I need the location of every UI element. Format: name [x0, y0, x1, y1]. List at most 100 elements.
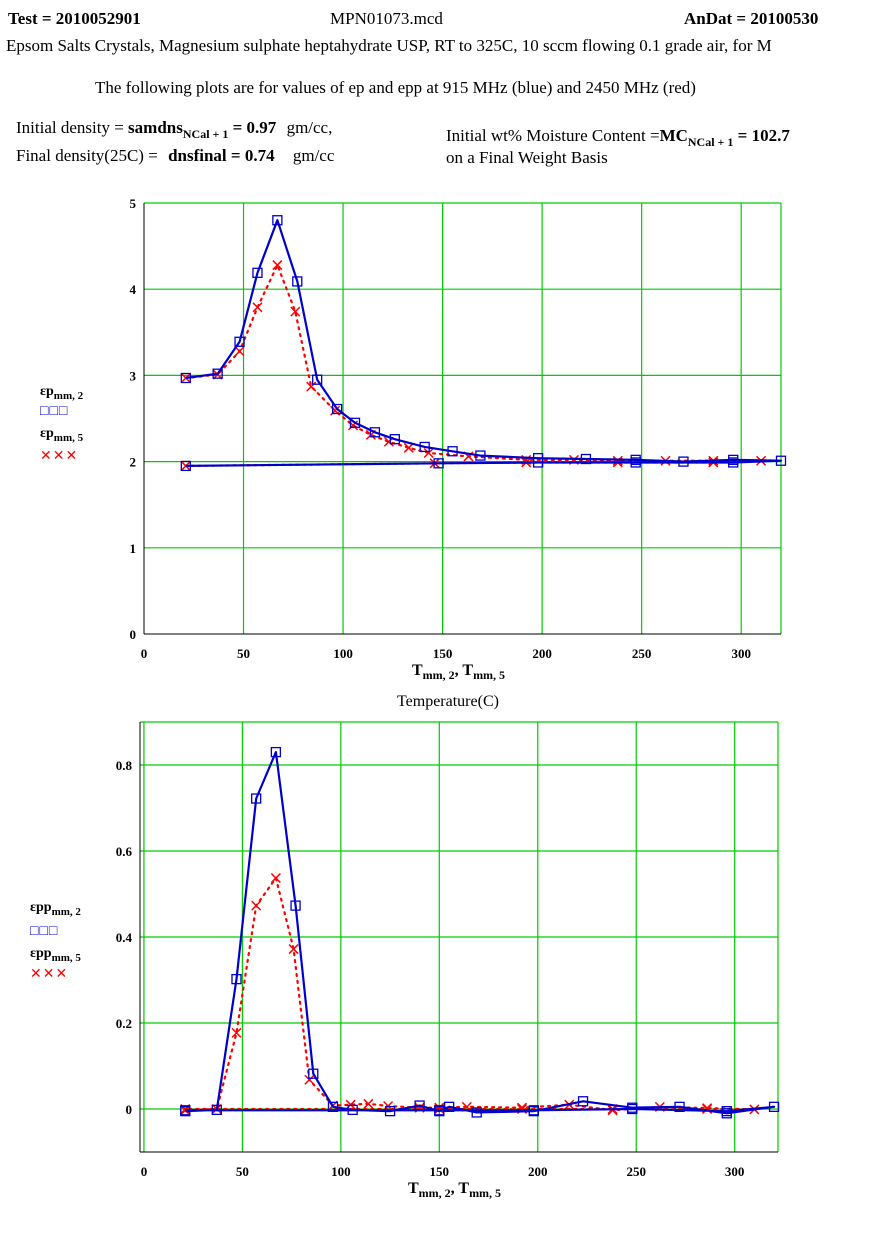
chart2-point-blue: [414, 1100, 425, 1111]
chart2-series-blue-line: [185, 750, 776, 1115]
chart2-point-blue: [251, 793, 262, 804]
legend1-label-main: εp: [40, 384, 54, 399]
chart2-xlabel: Tmm, 2, Tmm, 5: [408, 1180, 502, 1200]
chart1-point-blue: [419, 441, 430, 453]
chart2-point-blue: [434, 1105, 445, 1116]
chart2-point-blue: [444, 1101, 455, 1112]
chart2-ytick-label: 0: [126, 1102, 133, 1117]
final-density-var: dnsfinal: [168, 146, 227, 165]
moisture-value: = 102.7: [737, 126, 790, 145]
chart2-point-blue: [308, 1068, 319, 1079]
initial-density-label: Initial density =: [16, 118, 124, 137]
chart1-point-blue: [180, 460, 191, 472]
chart1-ytick-label: 4: [130, 282, 137, 297]
initial-density-unit: gm/cc,: [286, 118, 333, 137]
chart2-point-blue: [384, 1106, 396, 1117]
legend2-item-epp-2450: εppmm, 5: [30, 946, 81, 964]
chart1-point-red: [290, 306, 301, 317]
chart1-ytick-label: 5: [130, 196, 137, 211]
chart2-point-red: [251, 900, 262, 911]
chart2-xlabel-sub2: mm, 5: [469, 1186, 502, 1200]
chart1-point-blue: [369, 427, 381, 438]
chart1-point-blue: [212, 368, 223, 379]
chart1-point-blue: [475, 450, 486, 461]
chart2-point-blue: [577, 1096, 589, 1107]
chart1-point-red: [423, 447, 434, 459]
chart1-point-blue: [532, 457, 544, 468]
legend1-blue-marker: □□□: [40, 404, 69, 419]
chart1-xlabel: Tmm, 2, Tmm, 5: [412, 662, 506, 682]
chart1-ytick-label: 2: [130, 455, 137, 470]
chart2-xtick-label: 0: [141, 1164, 148, 1179]
chart2-point-red: [270, 873, 281, 884]
moisture-label: Initial wt% Moisture Content =: [446, 126, 660, 145]
legend1-label-main-2: εp: [40, 426, 54, 441]
chart1-point-blue: [678, 456, 689, 467]
chart2-point-red: [363, 1098, 374, 1109]
chart2-point-blue: [721, 1106, 732, 1117]
chart1-xlabel-caption: Temperature(C): [397, 693, 499, 710]
plots-note: The following plots are for values of ep…: [95, 78, 696, 97]
chart2-ytick-label: 0.8: [116, 758, 133, 773]
legend2-item-epp-915: εppmm, 2: [30, 900, 81, 918]
legend2-red-marker: ✕✕✕: [30, 967, 69, 982]
chart1-point-blue: [389, 434, 400, 445]
chart2-ytick-label: 0.2: [116, 1016, 132, 1031]
chart2-ytick-label: 0.6: [116, 844, 133, 859]
chart1-point-blue: [630, 457, 641, 468]
chart2-ytick-label: 0.4: [116, 930, 133, 945]
chart1-point-blue: [234, 336, 245, 347]
moisture-line: Initial wt% Moisture Content =MCNCal + 1…: [446, 126, 790, 149]
chart1-point-red: [234, 346, 245, 357]
chart1-point-blue: [252, 267, 263, 278]
chart2-xtick-label: 100: [331, 1164, 351, 1179]
chart2-point-blue: [231, 973, 242, 985]
chart1-point-blue: [331, 403, 343, 415]
chart1-point-red: [272, 260, 283, 271]
chart1-point-blue: [180, 372, 191, 384]
chart1-xlabel-main: T: [412, 662, 423, 679]
chart1-point-blue: [728, 457, 739, 468]
chart2-point-blue: [674, 1101, 685, 1112]
chart1-point-blue: [580, 453, 592, 465]
legend1-label-sub: mm, 2: [53, 390, 84, 402]
analysis-date-label: AnDat = 20100530: [684, 9, 819, 28]
sample-description: Epsom Salts Crystals, Magnesium sulphate…: [6, 36, 772, 55]
final-density-unit: gm/cc: [292, 146, 335, 165]
chart1-xlabel-sep: , T: [454, 662, 474, 679]
chart1-point-red: [403, 442, 414, 453]
chart2-xtick-label: 250: [626, 1164, 646, 1179]
chart1-ytick-label: 0: [130, 627, 137, 642]
chart1-xtick-label: 150: [433, 646, 453, 661]
chart1-point-blue: [292, 276, 303, 287]
legend1-item-ep-2450: εpmm, 5: [40, 426, 83, 444]
test-id-label: Test = 2010052901: [8, 9, 141, 28]
chart2-point-red: [231, 1027, 242, 1038]
chart1-series-blue-line: [185, 219, 783, 467]
chart1-point-blue: [433, 458, 444, 469]
chart1-plot-area: [144, 203, 781, 634]
legend2-label-main: εpp: [30, 900, 52, 915]
chart2-point-blue: [270, 746, 282, 758]
chart1-point-red: [612, 455, 623, 466]
chart2-point-red: [288, 944, 299, 955]
chart2-point-blue: [347, 1104, 358, 1116]
initial-density-var: samdns: [128, 118, 183, 137]
chart1-xlabel-sub2: mm, 5: [473, 668, 506, 682]
chart1-xtick-label: 0: [141, 646, 148, 661]
chart1-xtick-label: 100: [333, 646, 353, 661]
legend1-red-marker: ✕✕✕: [40, 449, 79, 464]
chart2-point-blue: [290, 900, 301, 911]
chart2-point-blue: [528, 1105, 539, 1116]
initial-density-value: = 0.97: [232, 118, 277, 137]
chart2-point-blue: [327, 1101, 339, 1112]
chart2-point-red: [304, 1074, 315, 1085]
final-density-label: Final density(25C) =: [16, 146, 158, 165]
initial-density-line: Initial density = samdnsNCal + 1 = 0.97 …: [16, 118, 333, 141]
chart1-point-red: [252, 302, 263, 313]
chart2-xtick-label: 150: [430, 1164, 450, 1179]
chart1-xtick-label: 250: [632, 646, 652, 661]
chart2-point-blue: [768, 1101, 780, 1112]
file-name: MPN01073.mcd: [330, 9, 443, 28]
